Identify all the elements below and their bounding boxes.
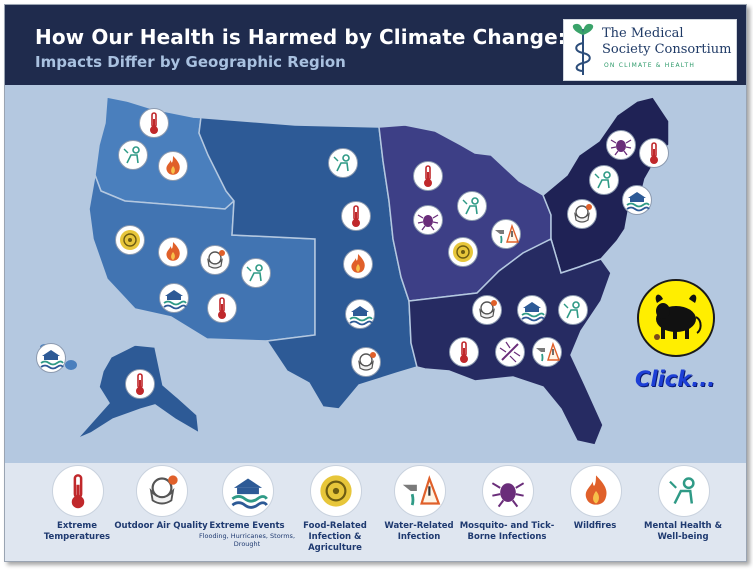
food-infection-icon[interactable] <box>115 225 145 255</box>
thermometer-icon[interactable] <box>125 369 155 399</box>
wildfire-icon[interactable] <box>158 151 188 181</box>
mental-health-icon[interactable] <box>118 140 148 170</box>
legend-sublabel: Flooding, Hurricanes, Storms, Drought <box>198 532 296 548</box>
thermometer-icon[interactable] <box>413 161 443 191</box>
tick-icon[interactable] <box>413 205 443 235</box>
page-subtitle: Impacts Differ by Geographic Region <box>35 53 346 71</box>
water-infection-icon[interactable] <box>532 337 562 367</box>
wildfire-icon[interactable] <box>158 237 188 267</box>
thermometer-icon[interactable] <box>341 201 371 231</box>
consortium-logo[interactable]: The Medical Society Consortium ON CLIMAT… <box>563 19 737 81</box>
thermometer-icon[interactable] <box>207 293 237 323</box>
caduceus-leaf-icon <box>572 23 594 75</box>
food-infection-icon <box>310 465 362 517</box>
bull-logo-button[interactable] <box>637 279 715 357</box>
legend-label: Food-Related Infection & Agriculture <box>303 521 367 553</box>
bull-icon <box>654 294 702 340</box>
logo-line-2: Society Consortium <box>602 42 732 57</box>
wildfire-icon[interactable] <box>343 249 373 279</box>
air-quality-icon[interactable] <box>351 347 381 377</box>
legend-label: Outdoor Air Quality <box>114 521 208 531</box>
thermometer-icon[interactable] <box>639 138 669 168</box>
mental-health-icon <box>658 465 710 517</box>
click-link[interactable]: Click... <box>635 367 716 391</box>
wildfire-icon <box>570 465 622 517</box>
thermometer-icon[interactable] <box>139 108 169 138</box>
extreme-events-icon <box>222 465 274 517</box>
logo-line-3: ON CLIMATE & HEALTH <box>604 62 696 69</box>
air-quality-icon[interactable] <box>567 199 597 229</box>
tick-icon[interactable] <box>606 130 636 160</box>
infographic-frame: How Our Health is Harmed by Climate Chan… <box>4 4 747 562</box>
mental-health-icon[interactable] <box>328 148 358 178</box>
mental-health-icon[interactable] <box>241 258 271 288</box>
mental-health-icon[interactable] <box>457 191 487 221</box>
water-infection-icon <box>394 465 446 517</box>
food-infection-icon[interactable] <box>448 237 478 267</box>
mental-health-icon[interactable] <box>558 295 588 325</box>
legend-label: Wildfires <box>573 521 617 531</box>
header-banner: How Our Health is Harmed by Climate Chan… <box>5 5 746 85</box>
legend-bar: Extreme Temperatures Outdoor Air Quality E… <box>5 463 746 561</box>
air-quality-icon[interactable] <box>200 245 230 275</box>
extreme-events-icon[interactable] <box>36 343 66 373</box>
legend-label: Mosquito- and Tick-Borne Infections <box>459 521 555 542</box>
extreme-events-icon[interactable] <box>159 283 189 313</box>
air-quality-icon <box>136 465 188 517</box>
air-quality-icon[interactable] <box>472 295 502 325</box>
thermometer-icon <box>52 465 104 517</box>
mosquito-icon[interactable] <box>495 337 525 367</box>
extreme-events-icon[interactable] <box>345 299 375 329</box>
legend-label: Extreme Temperatures <box>43 521 111 542</box>
legend-label: Extreme Events Flooding, Hurricanes, Stor… <box>198 521 296 548</box>
thermometer-icon[interactable] <box>449 337 479 367</box>
extreme-events-icon[interactable] <box>517 295 547 325</box>
extreme-events-icon[interactable] <box>622 185 652 215</box>
legend-label: Water-Related Infection <box>384 521 454 542</box>
legend-label: Mental Health & Well-being <box>644 521 722 542</box>
mental-health-icon[interactable] <box>589 165 619 195</box>
page-title: How Our Health is Harmed by Climate Chan… <box>35 25 566 49</box>
water-infection-icon[interactable] <box>491 219 521 249</box>
logo-line-1: The Medical <box>602 26 684 41</box>
tick-icon <box>482 465 534 517</box>
